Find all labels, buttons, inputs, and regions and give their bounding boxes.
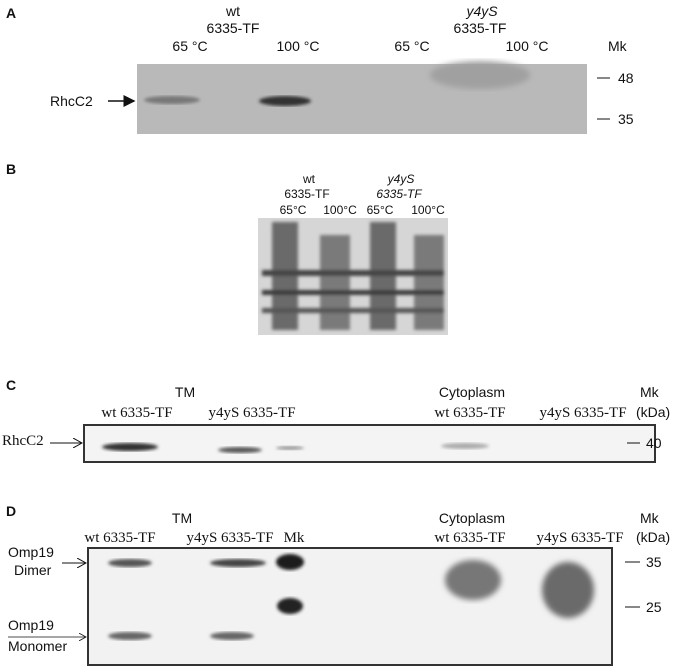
band-label: Dimer [14, 562, 52, 578]
lane-label: 100 °C [277, 38, 320, 54]
panel-letter: D [6, 503, 16, 519]
lane-label: 65°C [367, 203, 394, 217]
group-label: wt [302, 172, 316, 186]
group-label: 6335-TF [376, 187, 422, 201]
lane-label: y4yS 6335-TF [186, 530, 273, 546]
group-label: 6335-TF [284, 187, 329, 201]
lane-label: y4yS 6335-TF [539, 405, 626, 421]
marker-band [276, 554, 304, 570]
lane [414, 235, 444, 330]
lane-label: wt 6335-TF [434, 530, 505, 546]
smear [445, 560, 501, 600]
marker-label: 25 [646, 599, 662, 615]
lane-label: 100°C [411, 203, 445, 217]
lane-label: Mk [284, 530, 305, 546]
marker-label: 35 [618, 111, 634, 127]
panel-letter: A [6, 5, 16, 21]
marker-header: Mk [640, 384, 660, 400]
section-label: Cytoplasm [439, 510, 505, 526]
section-label: TM [172, 510, 192, 526]
lane-label: y4yS 6335-TF [208, 405, 295, 421]
band [262, 308, 444, 313]
band-label: Monomer [8, 638, 67, 654]
band [210, 632, 254, 640]
band [259, 96, 311, 106]
lane-label: wt 6335-TF [84, 530, 155, 546]
band [144, 96, 200, 104]
band [218, 447, 262, 453]
lane-label: y4yS 6335-TF [536, 530, 623, 546]
lane-label: 100°C [323, 203, 357, 217]
band [108, 632, 152, 640]
marker-label: 35 [646, 554, 662, 570]
band [441, 443, 489, 449]
marker-label: 48 [618, 70, 634, 86]
blot [83, 424, 656, 463]
band-label: Omp19 [8, 544, 54, 560]
group-label: wt [225, 3, 240, 19]
band [108, 559, 152, 567]
group-label: 6335-TF [454, 20, 507, 36]
panel-letter: B [6, 161, 16, 177]
band-label: RhcC2 [2, 433, 44, 449]
lane [320, 235, 350, 330]
band-label: RhcC2 [50, 93, 93, 109]
lane-label: wt 6335-TF [434, 405, 505, 421]
marker-header: Mk [608, 38, 628, 54]
group-label: 6335-TF [207, 20, 260, 36]
gel-lanes [262, 222, 444, 330]
band [210, 559, 266, 567]
band [276, 446, 304, 450]
blot [87, 547, 613, 666]
group-label: y4yS [387, 172, 415, 186]
marker-label: 40 [646, 435, 662, 451]
unit-label: (kDa) [636, 529, 670, 545]
smear [430, 61, 530, 89]
band [102, 443, 158, 451]
lane-label: 100 °C [506, 38, 549, 54]
band-label: Omp19 [8, 617, 54, 633]
group-label: y4yS [465, 3, 498, 19]
marker-header: Mk [640, 510, 660, 526]
smear [542, 562, 594, 618]
unit-label: (kDa) [636, 404, 670, 420]
lane-label: 65°C [280, 203, 307, 217]
lane-label: 65 °C [394, 38, 429, 54]
panel-letter: C [6, 377, 16, 393]
lane-label: 65 °C [172, 38, 207, 54]
band [262, 290, 444, 295]
band [262, 270, 444, 276]
section-label: TM [175, 384, 195, 400]
lane-label: wt 6335-TF [101, 405, 172, 421]
section-label: Cytoplasm [439, 384, 505, 400]
marker-band [277, 598, 303, 614]
